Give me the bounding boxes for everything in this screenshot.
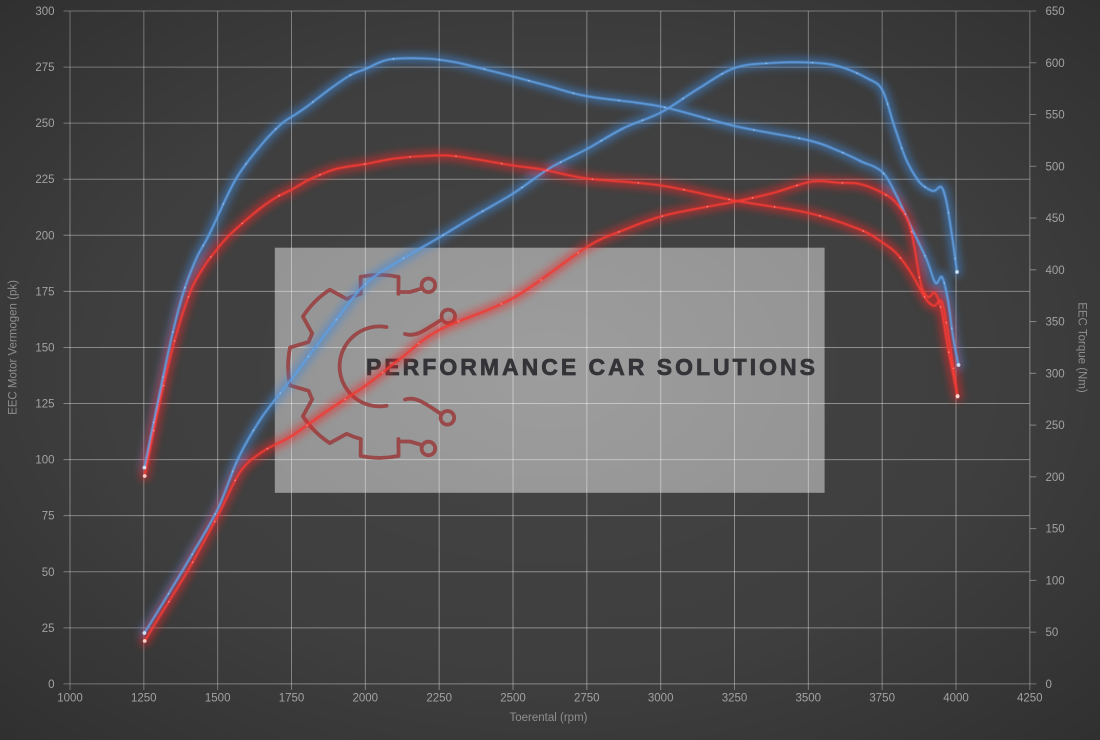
svg-text:150: 150	[1046, 524, 1065, 536]
svg-text:200: 200	[35, 230, 54, 242]
svg-text:1250: 1250	[131, 693, 157, 705]
svg-text:25: 25	[42, 623, 55, 635]
svg-text:EEC Motor Vermogen (pk): EEC Motor Vermogen (pk)	[8, 280, 20, 415]
svg-text:2750: 2750	[574, 693, 600, 705]
svg-text:0: 0	[1046, 679, 1052, 691]
svg-text:0: 0	[48, 679, 54, 691]
svg-text:75: 75	[42, 511, 55, 523]
svg-text:3500: 3500	[796, 693, 822, 705]
svg-text:250: 250	[35, 118, 54, 130]
svg-text:1750: 1750	[279, 693, 305, 705]
svg-text:PERFORMANCE CAR SOLUTIONS: PERFORMANCE CAR SOLUTIONS	[366, 354, 818, 380]
svg-text:1500: 1500	[205, 693, 231, 705]
svg-text:550: 550	[1046, 110, 1065, 122]
svg-text:50: 50	[1046, 627, 1059, 639]
svg-text:100: 100	[1046, 575, 1065, 587]
svg-text:1000: 1000	[57, 693, 83, 705]
svg-text:400: 400	[1046, 265, 1065, 277]
svg-text:225: 225	[35, 174, 54, 186]
svg-text:200: 200	[1046, 472, 1065, 484]
svg-text:650: 650	[1046, 6, 1065, 18]
svg-text:600: 600	[1046, 58, 1065, 70]
svg-text:300: 300	[1046, 368, 1065, 380]
svg-text:50: 50	[42, 567, 55, 579]
svg-text:175: 175	[35, 286, 54, 298]
svg-text:3250: 3250	[722, 693, 748, 705]
svg-text:EEC Torque (Nm): EEC Torque (Nm)	[1076, 302, 1088, 393]
svg-text:150: 150	[35, 342, 54, 354]
svg-text:250: 250	[1046, 420, 1065, 432]
svg-text:275: 275	[35, 62, 54, 74]
svg-text:350: 350	[1046, 317, 1065, 329]
svg-text:500: 500	[1046, 161, 1065, 173]
svg-text:100: 100	[35, 455, 54, 467]
svg-text:3000: 3000	[648, 693, 674, 705]
svg-text:4000: 4000	[943, 693, 969, 705]
svg-text:2500: 2500	[500, 693, 526, 705]
svg-text:2000: 2000	[353, 693, 379, 705]
svg-text:125: 125	[35, 399, 54, 411]
svg-text:300: 300	[35, 6, 54, 18]
svg-text:2250: 2250	[426, 693, 452, 705]
svg-text:Toerental (rpm): Toerental (rpm)	[510, 712, 588, 724]
svg-text:450: 450	[1046, 213, 1065, 225]
svg-text:4250: 4250	[1017, 693, 1043, 705]
svg-text:3750: 3750	[869, 693, 895, 705]
